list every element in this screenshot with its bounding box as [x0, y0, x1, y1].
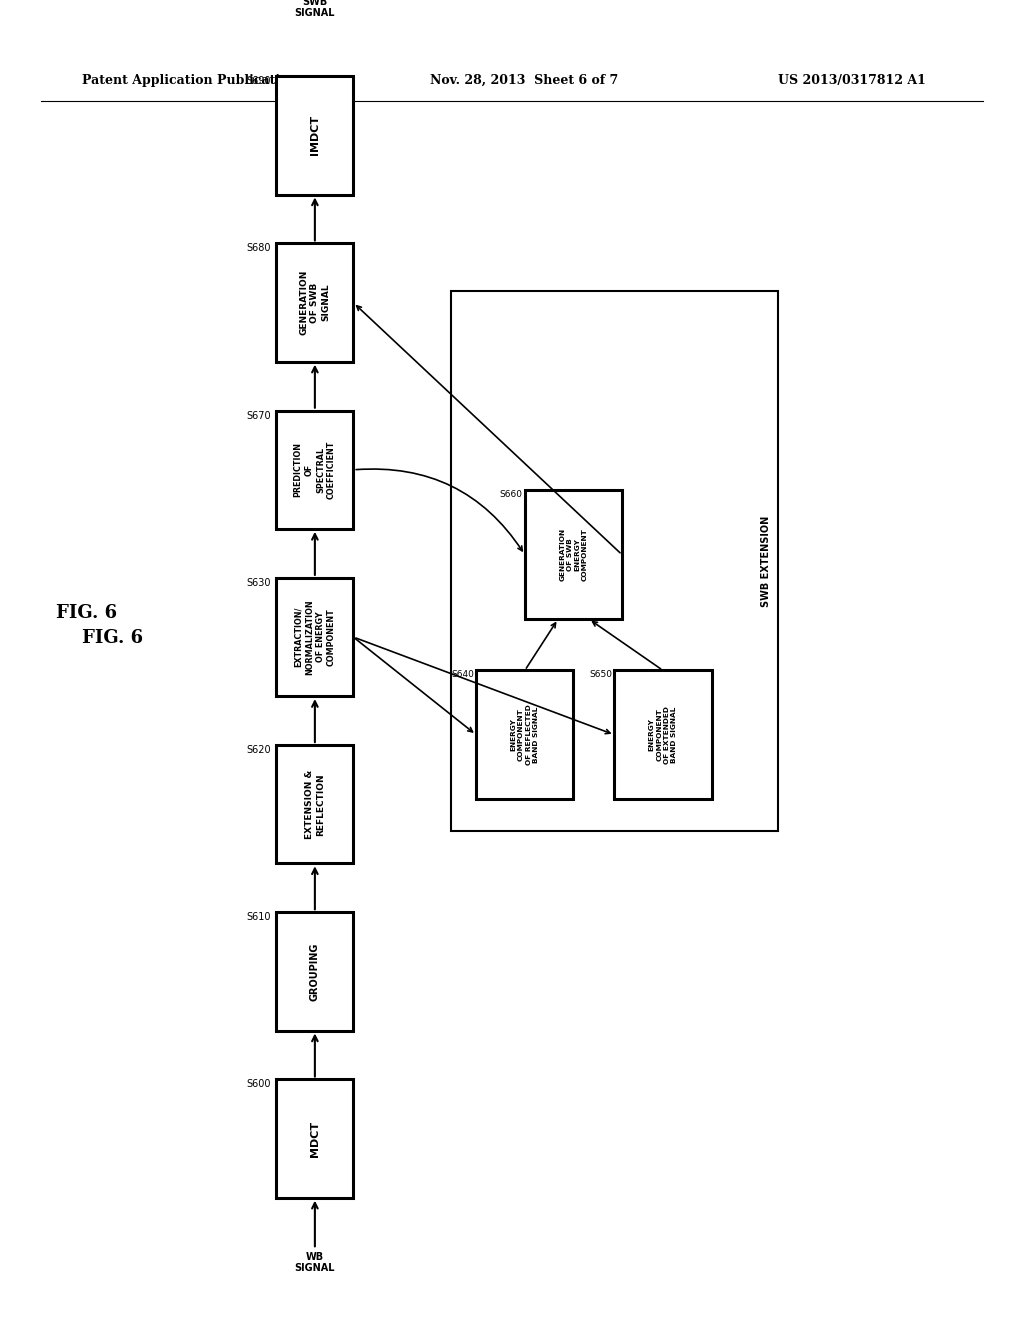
Bar — [451, 290, 778, 832]
Text: US 2013/0317812 A1: US 2013/0317812 A1 — [778, 74, 926, 87]
Bar — [276, 411, 353, 529]
Text: GROUPING: GROUPING — [310, 942, 319, 1001]
Text: Nov. 28, 2013  Sheet 6 of 7: Nov. 28, 2013 Sheet 6 of 7 — [430, 74, 618, 87]
Text: GENERATION
OF SWB
SIGNAL: GENERATION OF SWB SIGNAL — [299, 269, 331, 335]
Text: S600: S600 — [247, 1080, 271, 1089]
Text: ENERGY
COMPONENT
OF EXTENDED
BAND SIGNAL: ENERGY COMPONENT OF EXTENDED BAND SIGNAL — [649, 706, 677, 764]
Bar — [276, 578, 353, 696]
Text: ENERGY
COMPONENT
OF REFLECTED
BAND SIGNAL: ENERGY COMPONENT OF REFLECTED BAND SIGNA… — [511, 705, 539, 766]
Text: EXTRACTION/
NORMALIZATION
OF ENERGY
COMPONENT: EXTRACTION/ NORMALIZATION OF ENERGY COMP… — [294, 599, 336, 675]
Text: MDCT: MDCT — [310, 1121, 319, 1156]
Text: S640: S640 — [452, 671, 474, 680]
Bar — [524, 491, 622, 619]
Bar — [276, 77, 353, 194]
Text: Patent Application Publication: Patent Application Publication — [82, 74, 297, 87]
Text: FIG. 6: FIG. 6 — [82, 630, 143, 647]
Bar — [276, 243, 353, 362]
Text: S660: S660 — [500, 491, 522, 499]
Text: FIG. 6: FIG. 6 — [56, 603, 118, 622]
Text: SWB EXTENSION: SWB EXTENSION — [761, 516, 771, 607]
Bar — [614, 671, 712, 799]
Text: S610: S610 — [247, 912, 271, 923]
Text: S620: S620 — [247, 744, 271, 755]
Text: GENERATION
OF SWB
ENERGY
COMPONENT: GENERATION OF SWB ENERGY COMPONENT — [559, 528, 588, 581]
Text: S630: S630 — [247, 578, 271, 587]
Text: S680: S680 — [247, 243, 271, 253]
Bar — [276, 1080, 353, 1197]
Text: EXTENSION &
REFLECTION: EXTENSION & REFLECTION — [305, 770, 325, 838]
Bar — [276, 912, 353, 1031]
Text: IMDCT: IMDCT — [310, 115, 319, 156]
Text: WB
SIGNAL: WB SIGNAL — [295, 1251, 335, 1274]
Text: PREDICTION
OF
SPECTRAL
COEFFICIENT: PREDICTION OF SPECTRAL COEFFICIENT — [294, 441, 336, 499]
Text: S670: S670 — [247, 411, 271, 421]
Bar — [276, 744, 353, 863]
Text: S690: S690 — [247, 77, 271, 86]
Text: SWB
SIGNAL: SWB SIGNAL — [295, 0, 335, 18]
Bar — [476, 671, 573, 799]
Text: S650: S650 — [590, 671, 612, 680]
